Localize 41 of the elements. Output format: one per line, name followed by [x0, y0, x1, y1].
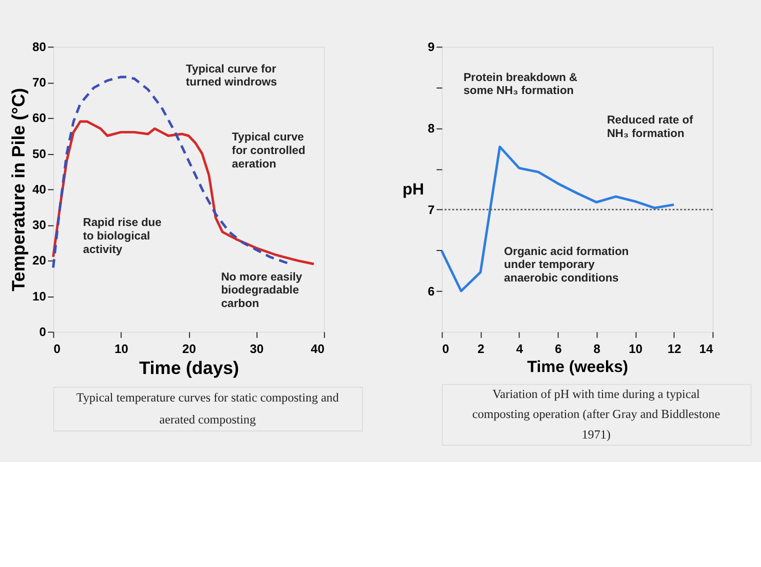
- x-tick-label: 0: [54, 342, 61, 356]
- x-tick-label: 10: [628, 342, 643, 356]
- annotation: Protein breakdown & some NH₃ formation: [463, 72, 578, 98]
- y-tick-label: 20: [32, 254, 46, 268]
- y-tick-label: 9: [428, 40, 435, 54]
- x-tick-label: 2: [478, 342, 484, 356]
- line-series: [52, 120, 316, 266]
- y-axis-title: Temperature in Pile (°C): [8, 88, 29, 292]
- line-series: [440, 146, 676, 292]
- x-axis-title: Time (weeks): [527, 358, 628, 376]
- y-tick-label: 50: [32, 146, 46, 161]
- x-tick-label: 12: [667, 342, 682, 356]
- y-tick-label: 6: [428, 284, 435, 298]
- x-axis-title: Time (days): [139, 358, 240, 378]
- x-tick-label: 6: [554, 342, 562, 356]
- annotation: Reduced rate of NH₃ formation: [606, 114, 694, 140]
- y-axis-title: pH: [402, 180, 424, 198]
- y-tick-label: 80: [32, 40, 46, 54]
- y-tick-label: 60: [32, 111, 46, 126]
- text: Typical temperature curves for static composting and aerated composting: [76, 390, 340, 426]
- x-tick-label: 14: [699, 342, 714, 356]
- y-tick-label: 30: [32, 218, 46, 232]
- annotation: Rapid rise due to biological activity: [82, 217, 162, 256]
- y-tick-label: 40: [32, 182, 46, 196]
- y-tick-label: 8: [428, 121, 435, 136]
- annotation: Typical curve for turned windrows: [186, 63, 278, 89]
- x-tick-label: 20: [182, 342, 196, 356]
- x-tick-label: 4: [516, 342, 524, 356]
- x-tick-label: 0: [442, 342, 450, 356]
- y-tick-label: 70: [32, 76, 46, 90]
- x-tick-label: 8: [594, 342, 601, 356]
- y-tick-label: 10: [32, 289, 46, 304]
- y-tick-label: 0: [39, 324, 46, 339]
- annotation: No more easily biodegradable carbon: [221, 271, 303, 310]
- annotation: Typical curve for controlled aeration: [232, 132, 306, 170]
- x-tick-label: 30: [250, 342, 264, 356]
- annotation: Organic acid formation under temporary anaerobic conditions: [504, 246, 629, 284]
- x-tick-label: 10: [114, 342, 128, 356]
- text: Variation of pH with time during a typical composting operation (after Gray and Biddlestone 1971): [472, 386, 721, 442]
- x-tick-label: 40: [310, 342, 325, 356]
- y-tick-label: 7: [428, 202, 435, 217]
